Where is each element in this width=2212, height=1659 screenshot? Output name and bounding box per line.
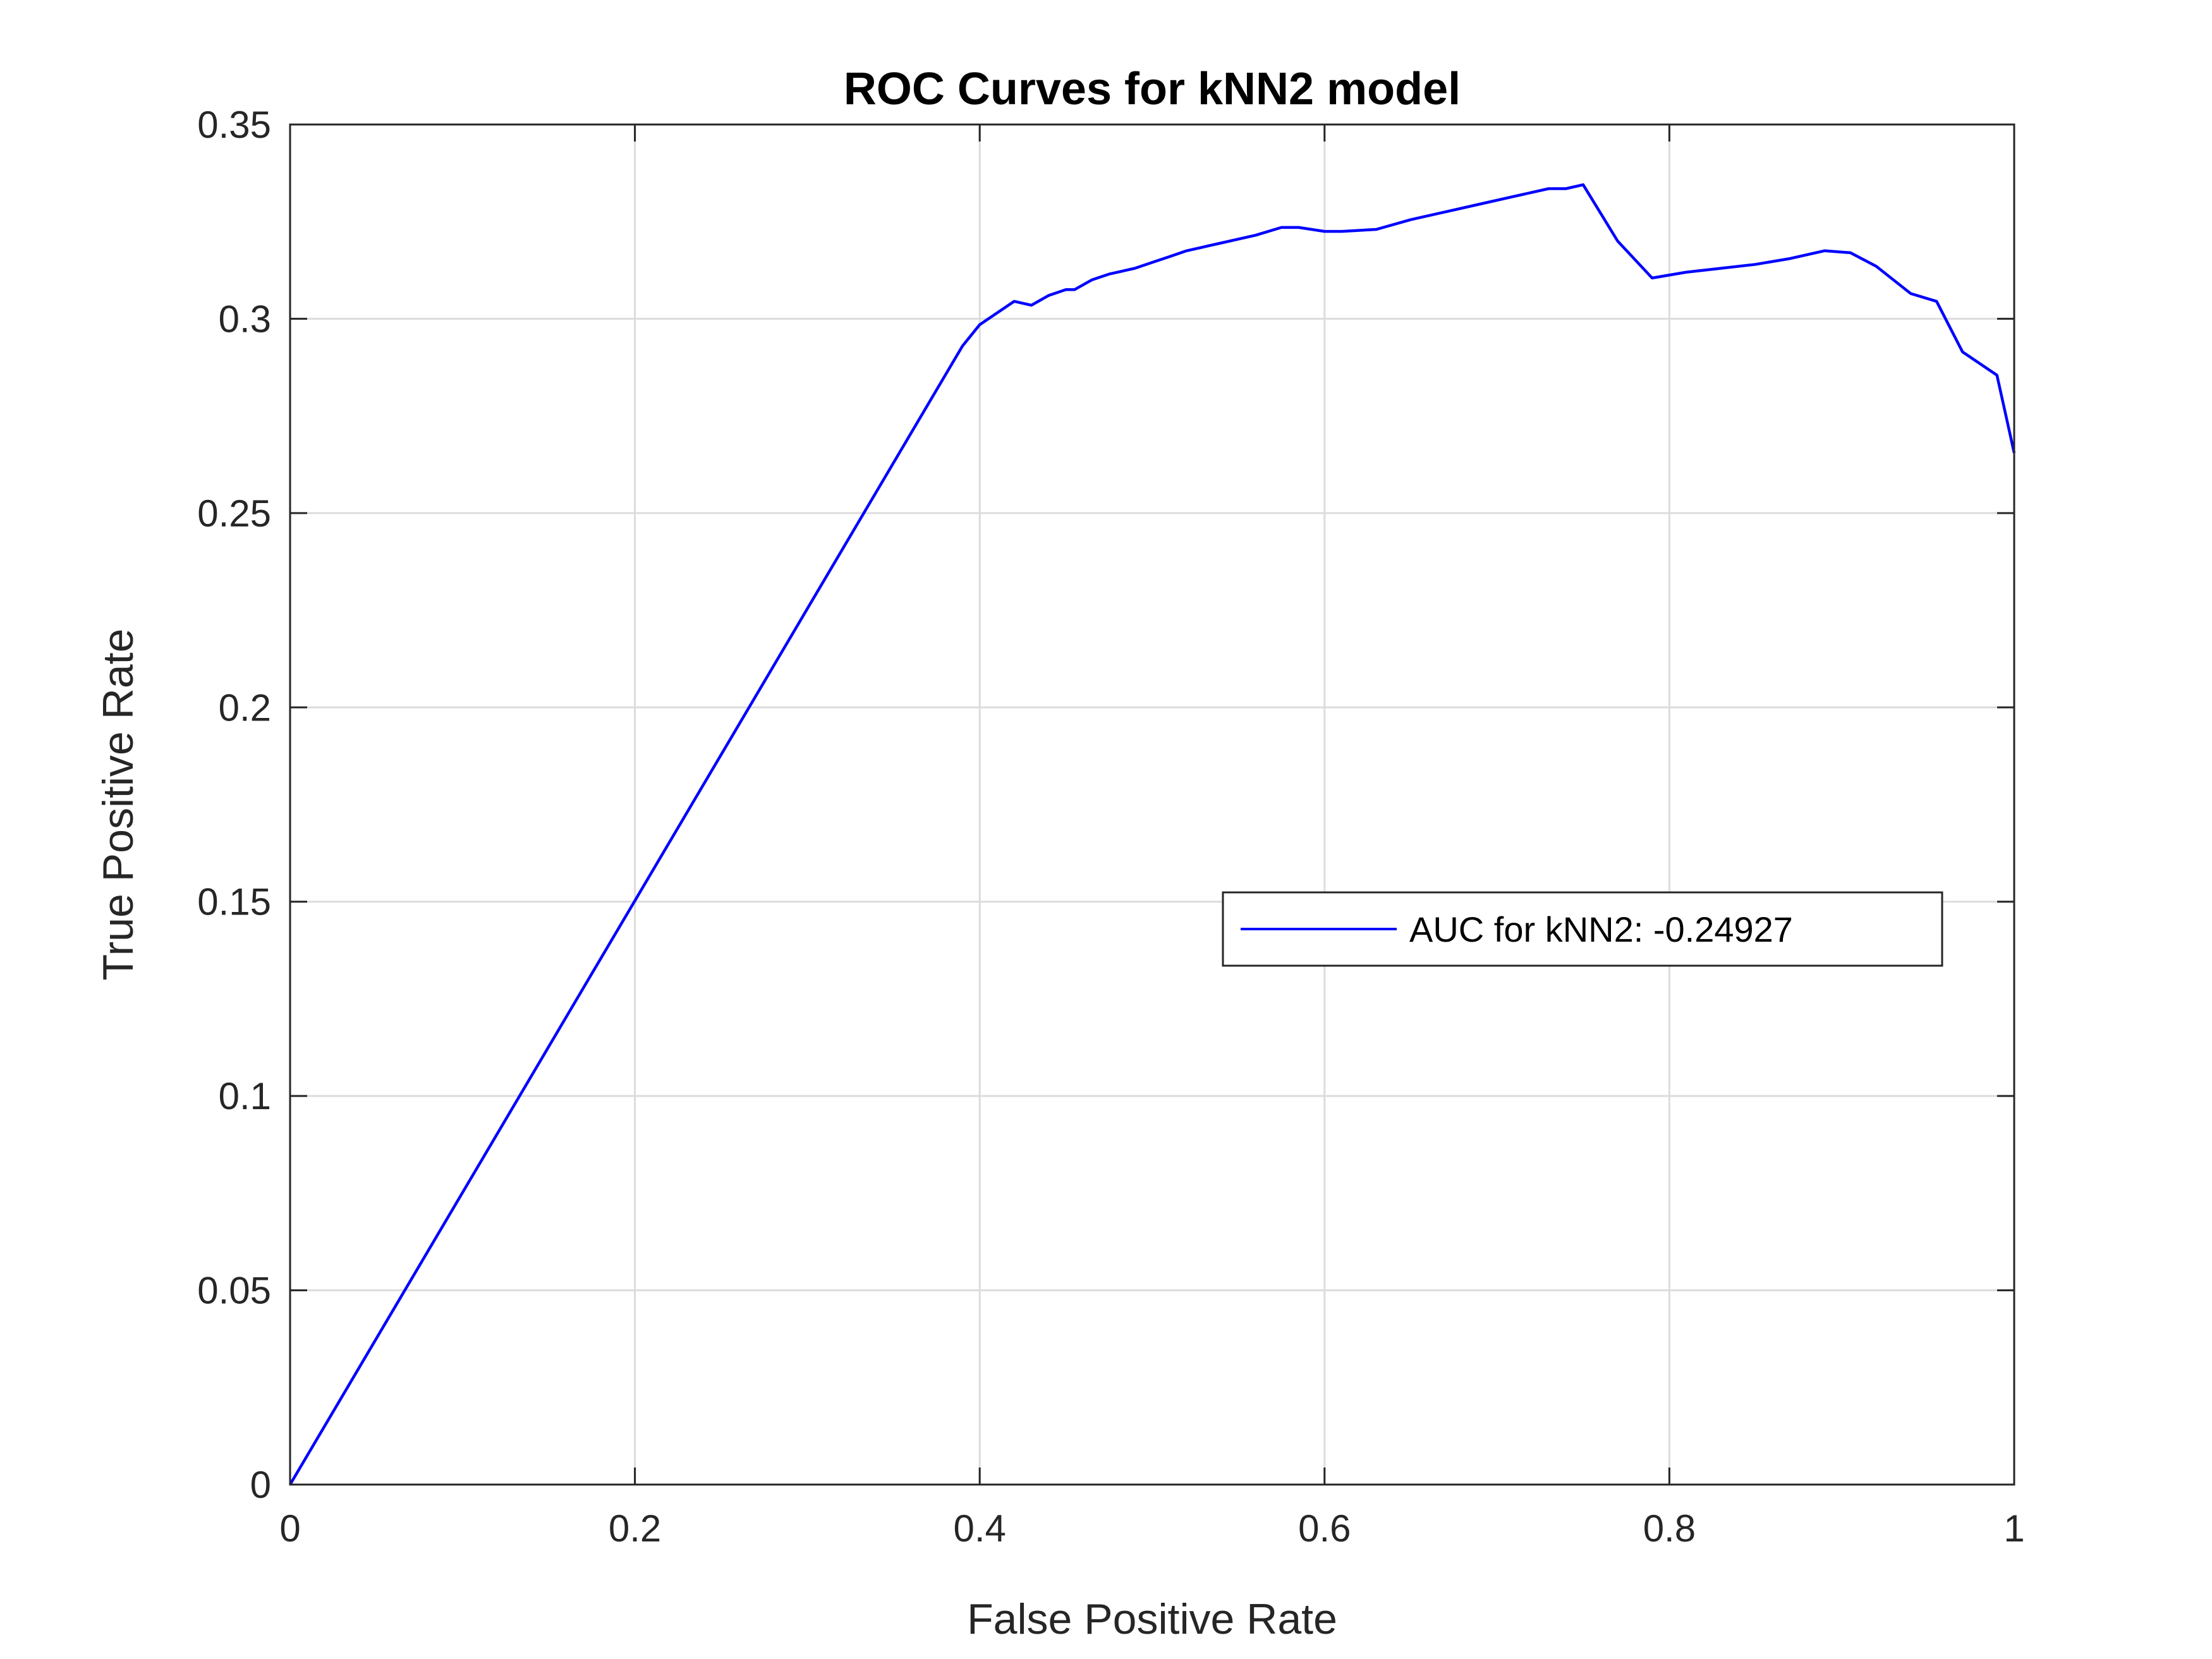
x-tick-label: 0.6: [1298, 1507, 1351, 1550]
x-axis-label: False Positive Rate: [967, 1595, 1337, 1643]
tick-marks: [289, 123, 2015, 1486]
axes-box: [289, 123, 2015, 1486]
y-axis-label: True Positive Rate: [94, 629, 142, 981]
x-tick-label: 1: [2003, 1507, 2024, 1550]
chart-title: ROC Curves for kNN2 model: [844, 64, 1461, 114]
y-tick-label: 0.2: [219, 686, 271, 729]
legend: AUC for kNN2: -0.24927: [1222, 891, 1943, 967]
y-tick-label: 0.25: [197, 492, 271, 535]
x-tick-label: 0: [279, 1507, 300, 1550]
y-tick-labels: 0 0.05 0.1 0.15 0.2 0.25 0.3 0.35: [197, 104, 271, 1506]
roc-curve-line: [289, 183, 2016, 1486]
legend-label: AUC for kNN2: -0.24927: [1409, 909, 1793, 949]
y-tick-label: 0.15: [197, 881, 271, 923]
x-tick-label: 0.2: [609, 1507, 661, 1550]
x-tick-label: 0.8: [1643, 1507, 1696, 1550]
y-tick-label: 0.3: [219, 298, 271, 340]
x-tick-labels: 0 0.2 0.4 0.6 0.8 1: [279, 1507, 2024, 1550]
y-tick-label: 0.1: [219, 1075, 271, 1117]
series-layer: [289, 183, 2016, 1486]
y-tick-label: 0.05: [197, 1270, 271, 1312]
plot-area: [290, 125, 2014, 1485]
x-tick-label: 0.4: [953, 1507, 1006, 1550]
y-tick-label: 0.35: [197, 104, 271, 146]
y-tick-label: 0: [250, 1464, 271, 1506]
